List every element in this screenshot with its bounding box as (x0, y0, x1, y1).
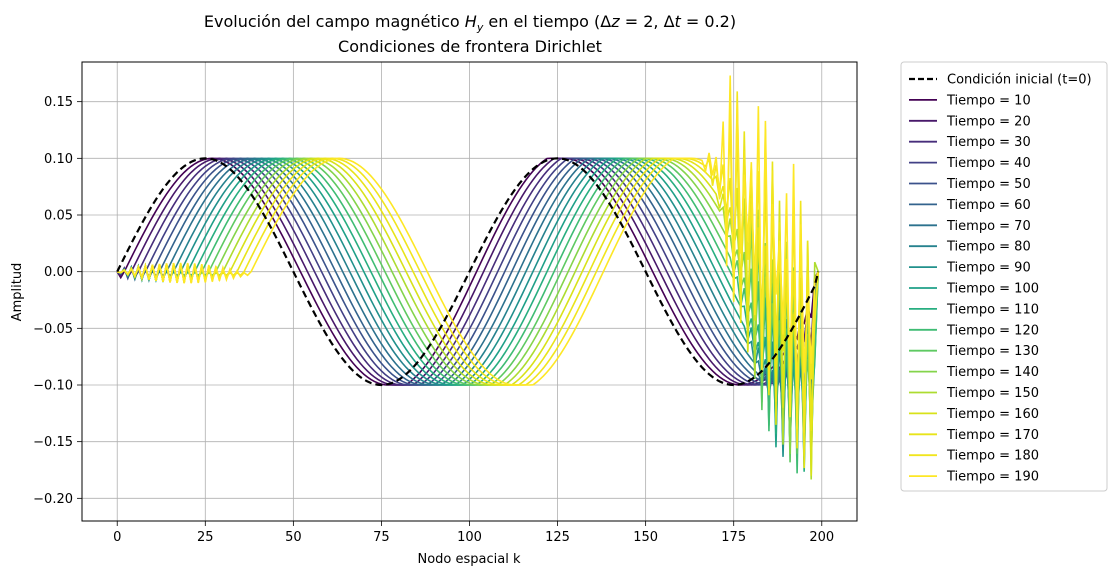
legend-frame (900, 61, 1108, 492)
legend-label: Tiempo = 180 (946, 449, 1039, 464)
y-axis-label: Amplitud (10, 263, 25, 322)
x-tick-label: 200 (809, 530, 834, 545)
x-tick-label: 125 (545, 530, 570, 545)
chart-subtitle: Condiciones de frontera Dirichlet (338, 37, 602, 56)
legend-label: Tiempo = 30 (946, 135, 1031, 150)
x-axis-label: Nodo espacial k (417, 552, 520, 567)
legend-label: Tiempo = 90 (946, 261, 1031, 276)
y-tick-label: 0.15 (44, 95, 73, 110)
y-tick-label: −0.05 (33, 322, 73, 337)
y-tick-label: −0.20 (33, 492, 73, 507)
initial-condition-line (116, 157, 820, 387)
x-tick-label: 25 (197, 530, 214, 545)
legend-label: Tiempo = 150 (946, 386, 1039, 401)
legend-label: Tiempo = 60 (946, 198, 1031, 213)
x-tick-label: 175 (721, 530, 746, 545)
legend-label: Tiempo = 190 (946, 470, 1039, 485)
y-tick-label: 0.00 (44, 265, 73, 280)
x-tick-label: 100 (457, 530, 482, 545)
series-line (117, 131, 820, 469)
plot-lines (116, 75, 820, 480)
x-axis-ticks: 0 25 50 75 100 125 150 175 200 (113, 521, 834, 545)
legend-label: Tiempo = 80 (946, 240, 1031, 255)
series-line (117, 157, 820, 480)
x-tick-label: 150 (633, 530, 658, 545)
legend-label: Tiempo = 70 (946, 219, 1031, 234)
legend: Condición inicial (t=0) Tiempo = 10 Tiempo… (900, 61, 1108, 492)
y-tick-label: −0.15 (33, 435, 73, 450)
series-line (116, 157, 820, 463)
series-line (116, 157, 820, 461)
chart-title: Evolución del campo magnético Hy en el t… (204, 12, 736, 34)
legend-label: Tiempo = 100 (946, 282, 1039, 297)
series-line (117, 75, 820, 429)
legend-label: Condición inicial (t=0) (947, 73, 1092, 88)
x-tick-label: 75 (373, 530, 390, 545)
legend-label: Tiempo = 10 (946, 93, 1031, 108)
legend-label: Tiempo = 40 (946, 156, 1031, 171)
legend-label: Tiempo = 20 (946, 114, 1031, 129)
series-line (116, 157, 820, 415)
series-line (116, 157, 820, 455)
legend-label: Tiempo = 110 (946, 302, 1039, 317)
x-tick-label: 0 (113, 530, 121, 545)
legend-label: Tiempo = 130 (946, 344, 1039, 359)
y-tick-label: −0.10 (33, 379, 73, 394)
legend-label: Tiempo = 170 (946, 428, 1039, 443)
y-axis-ticks: −0.20 −0.15 −0.10 −0.05 0.00 0.05 0.10 0.15 (33, 95, 82, 507)
legend-label: Tiempo = 140 (946, 365, 1039, 380)
legend-label: Tiempo = 160 (946, 407, 1039, 422)
series-line (116, 157, 820, 465)
series-line (117, 149, 819, 476)
x-tick-label: 50 (285, 530, 302, 545)
y-tick-label: 0.10 (44, 152, 73, 167)
legend-label: Tiempo = 120 (946, 323, 1039, 338)
y-tick-label: 0.05 (44, 209, 73, 224)
legend-label: Tiempo = 50 (946, 177, 1031, 192)
